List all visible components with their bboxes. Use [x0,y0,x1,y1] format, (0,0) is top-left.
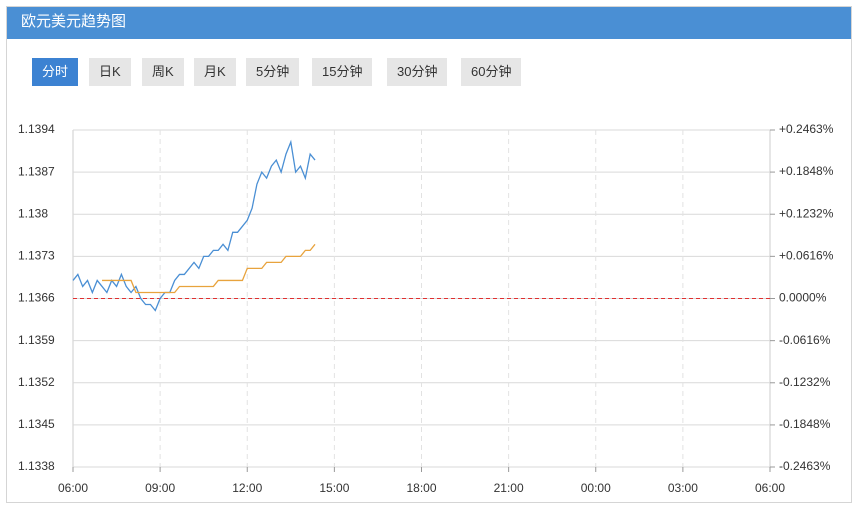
tab[interactable]: 周K [142,58,184,86]
y-tick-label: 1.1366 [18,291,55,305]
y2-tick-label: -0.1232% [779,375,831,389]
tab[interactable]: 30分钟 [387,58,448,86]
y2-tick-label: +0.1232% [779,206,834,220]
y2-tick-label: -0.0616% [779,333,831,347]
y2-tick-label: +0.2463% [779,122,834,136]
x-tick-label: 03:00 [668,481,698,495]
x-tick-label: 06:00 [58,481,88,495]
y-tick-label: 1.138 [18,206,48,220]
y-tick-label: 1.1352 [18,375,55,389]
tab[interactable]: 60分钟 [461,58,522,86]
y-tick-label: 1.1345 [18,417,55,431]
x-tick-label: 18:00 [406,481,436,495]
x-tick-label: 09:00 [145,481,175,495]
x-tick-label: 21:00 [494,481,524,495]
y2-tick-label: -0.2463% [779,459,831,473]
x-tick-label: 15:00 [319,481,349,495]
x-tick-label: 00:00 [581,481,611,495]
y-tick-label: 1.1373 [18,249,55,263]
tab[interactable]: 日K [89,58,131,86]
y2-tick-label: +0.0616% [779,249,834,263]
header-title: 欧元美元趋势图 [7,7,851,39]
y2-tick-label: 0.0000% [779,291,827,305]
tab[interactable]: 5分钟 [246,58,300,86]
panel: 欧元美元趋势图 分时 日K 周K 月K 5分钟 15分钟 30分钟 60分钟 [6,6,852,503]
y-tick-label: 1.1338 [18,459,55,473]
series-line [102,243,316,294]
tab[interactable]: 分时 [32,58,79,86]
x-tick-label: 06:00 [755,481,785,495]
y-tick-label: 1.1359 [18,333,55,347]
tab[interactable]: 月K [194,58,236,86]
y-tick-label: 1.1394 [18,122,55,136]
x-tick-label: 12:00 [232,481,262,495]
tab[interactable]: 15分钟 [312,58,373,86]
y2-tick-label: -0.1848% [779,417,831,431]
series-line [72,139,316,312]
y-tick-label: 1.1387 [18,164,55,178]
y2-tick-label: +0.1848% [779,164,834,178]
